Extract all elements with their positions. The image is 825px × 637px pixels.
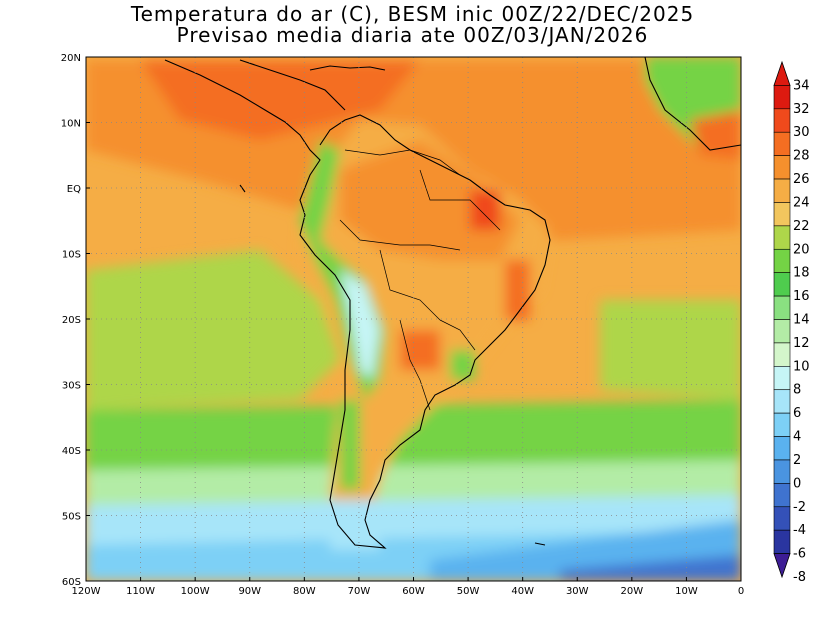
lon-label: 50W (457, 586, 480, 597)
colorbar-segment (773, 225, 791, 250)
south-atlantic-green-region (600, 300, 741, 400)
border-paraguay (439, 319, 476, 351)
lat-label: 20N (61, 53, 81, 64)
east-brazil-hot-region (505, 260, 530, 320)
lat-label: 60S (62, 577, 81, 588)
lon-label: 40W (511, 586, 534, 597)
colorbar-segment (773, 108, 791, 133)
lon-label: 100W (181, 586, 210, 597)
colorbar-label: 14 (793, 313, 810, 328)
falklands (534, 542, 546, 546)
colorbar-segment (773, 436, 791, 461)
colorbar-label: 18 (793, 266, 810, 281)
colorbar-segment (773, 248, 791, 273)
lon-label: 30W (566, 586, 589, 597)
southern-ocean-coldest-region (560, 555, 741, 581)
lat-label: 30S (62, 381, 81, 392)
colorbar-label: -8 (793, 570, 806, 585)
colorbar-segment (773, 295, 791, 320)
country-borders (339, 149, 501, 411)
lon-label: 120W (72, 586, 101, 597)
colorbar-label: 32 (793, 102, 810, 117)
andes-cold-region (340, 270, 380, 380)
lon-label: 110W (126, 586, 155, 597)
colorbar-label: 4 (793, 430, 801, 445)
colorbar-label: 22 (793, 219, 810, 234)
colorbar-label: 34 (793, 78, 810, 93)
colorbar-label: 6 (793, 406, 801, 421)
border-venezuela (344, 149, 461, 176)
se-brazil-cool-region (450, 350, 475, 380)
africa-coast (644, 57, 741, 151)
colorbar-label: 2 (793, 453, 801, 468)
border-peru-brazil (339, 219, 461, 251)
coastlines (164, 57, 741, 549)
colorbar-segment (773, 131, 791, 156)
tierra-del-fuego-region (330, 500, 380, 550)
colorbar-label: 28 (793, 149, 810, 164)
colorbar-bottom-arrow (773, 553, 791, 579)
colorbar-label: -6 (793, 547, 806, 562)
colorbar-segment (773, 483, 791, 508)
colorbar-segment (773, 366, 791, 391)
south-america-coast (164, 59, 551, 549)
galapagos (239, 184, 246, 193)
colorbar-label: 26 (793, 172, 810, 187)
lat-label: 20S (62, 315, 81, 326)
lon-label: 70W (348, 586, 371, 597)
colorbar-label: 0 (793, 476, 801, 491)
chaco-hot-region (400, 330, 440, 370)
map-title-line1: Temperatura do ar (C), BESM inic 00Z/22/… (130, 2, 695, 26)
colorbar-label: 20 (793, 242, 810, 257)
colorbar-top-arrow (773, 60, 791, 86)
colorbar-segment (773, 459, 791, 484)
lon-label: 10W (675, 586, 698, 597)
colorbar-segment (773, 389, 791, 414)
lon-label: 20W (621, 586, 644, 597)
colorbar-segment (773, 529, 791, 554)
ne-brazil-hot-region (470, 190, 500, 230)
lon-label: 90W (238, 586, 261, 597)
lat-label: 10S (62, 250, 81, 261)
patagonia-andes-region (340, 400, 360, 490)
colorbar-label: -4 (793, 523, 806, 538)
lat-label: 10N (61, 119, 81, 130)
caribbean-coast (309, 65, 386, 71)
central-america-coast (239, 59, 346, 111)
colorbar-segment (773, 202, 791, 227)
colorbar-segment (773, 178, 791, 203)
colorbar-label: 30 (793, 125, 810, 140)
lon-label: 60W (402, 586, 425, 597)
colorbar-label: 10 (793, 359, 810, 374)
colorbar-segment (773, 319, 791, 344)
colorbar-segment (773, 506, 791, 531)
lon-label: 80W (293, 586, 316, 597)
lon-label: 0 (738, 586, 744, 597)
lat-label: EQ (67, 184, 81, 195)
south-pacific-green-region (86, 250, 340, 410)
border-argentina (399, 319, 431, 411)
lat-label: 40S (62, 446, 81, 457)
colorbar-segment (773, 342, 791, 367)
border-bolivia (379, 249, 441, 321)
colorbar-label: 16 (793, 289, 810, 304)
border-brazil-north (419, 169, 501, 231)
lat-label: 50S (62, 512, 81, 523)
colorbar-label: 12 (793, 336, 810, 351)
graticule (86, 57, 741, 581)
colorbar-label: 24 (793, 195, 810, 210)
colorbar-segment (773, 155, 791, 180)
map-title-line2: Previsao media diaria ate 00Z/03/JAN/202… (176, 23, 649, 47)
colorbar-label: -2 (793, 500, 806, 515)
colorbar-segment (773, 272, 791, 297)
mid-latitude-region (86, 400, 741, 480)
colorbar-label: 8 (793, 383, 801, 398)
colorbar-segment (773, 412, 791, 437)
colorbar-segment (773, 85, 791, 110)
